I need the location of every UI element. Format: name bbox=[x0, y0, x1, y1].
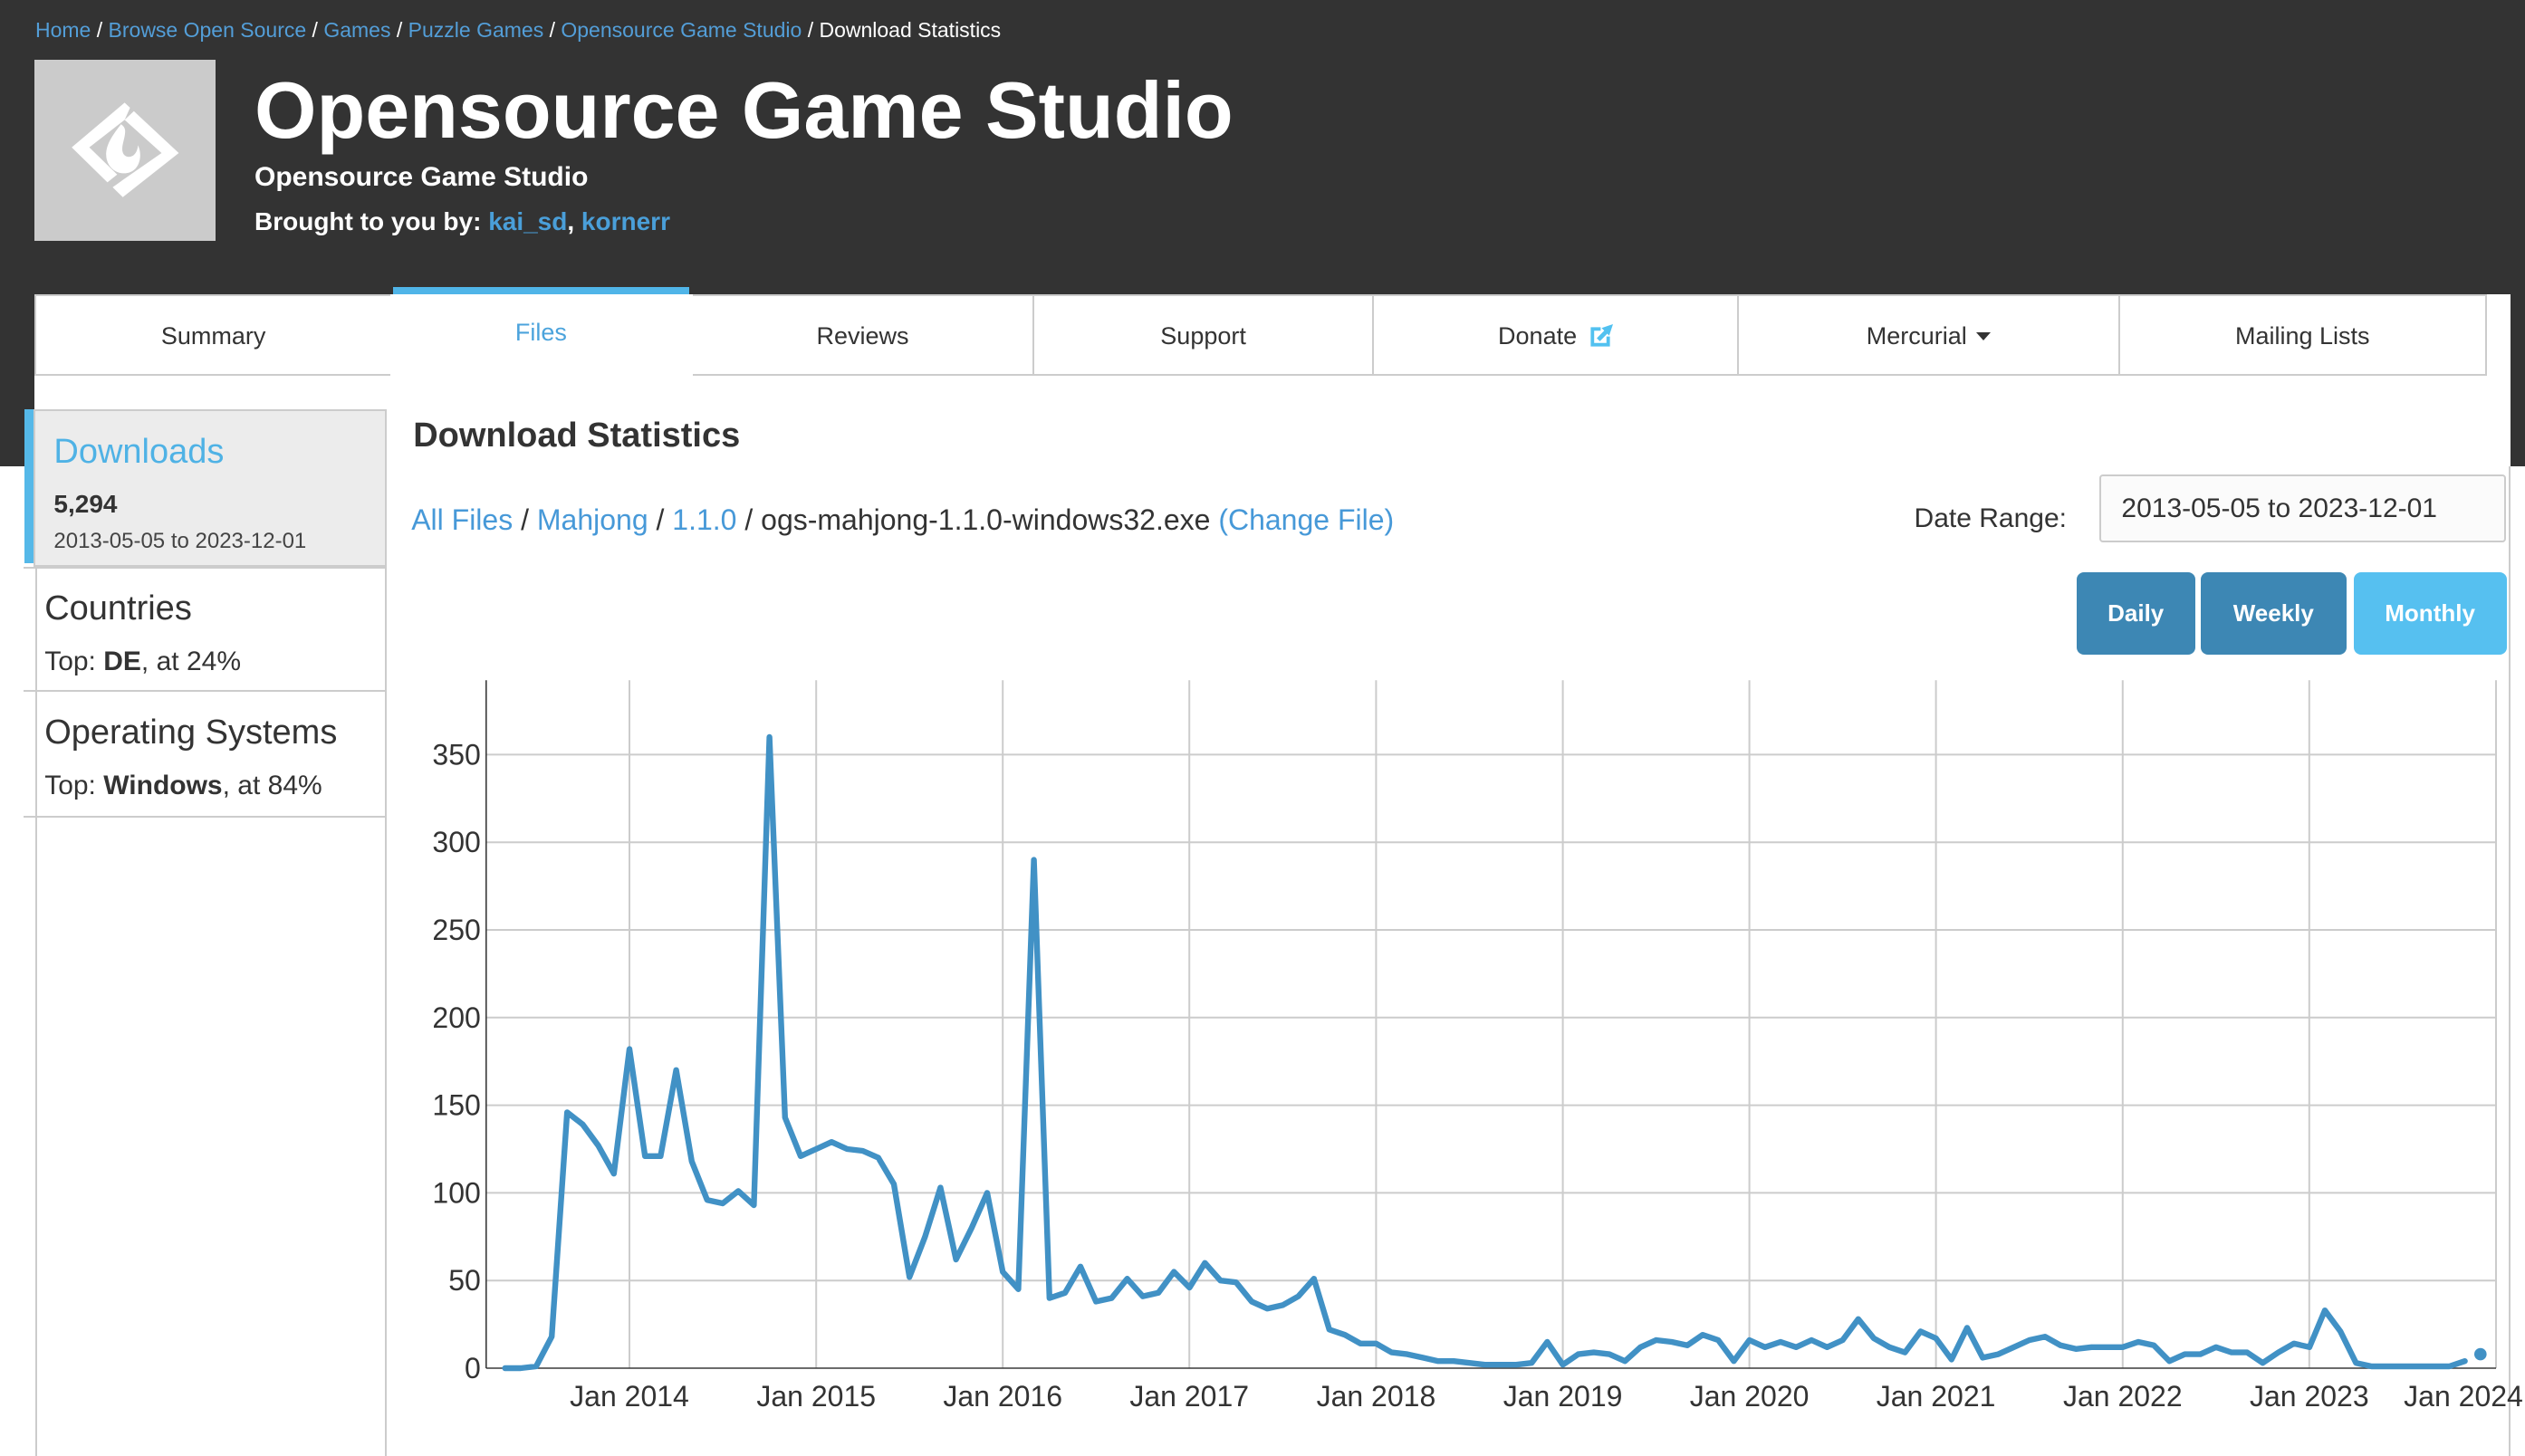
svg-text:50: 50 bbox=[448, 1264, 481, 1297]
svg-text:Jan 2018: Jan 2018 bbox=[1317, 1380, 1436, 1413]
svg-text:300: 300 bbox=[432, 826, 480, 858]
svg-text:Jan 2015: Jan 2015 bbox=[756, 1380, 876, 1413]
svg-text:Jan 2017: Jan 2017 bbox=[1129, 1380, 1249, 1413]
svg-text:Jan 2024: Jan 2024 bbox=[2404, 1380, 2523, 1413]
svg-text:200: 200 bbox=[432, 1001, 480, 1034]
svg-text:150: 150 bbox=[432, 1089, 480, 1122]
svg-text:Jan 2016: Jan 2016 bbox=[943, 1380, 1062, 1413]
svg-text:250: 250 bbox=[432, 914, 480, 946]
svg-text:Jan 2023: Jan 2023 bbox=[2250, 1380, 2369, 1413]
svg-text:0: 0 bbox=[465, 1352, 481, 1384]
svg-text:Jan 2020: Jan 2020 bbox=[1690, 1380, 1810, 1413]
svg-text:Jan 2019: Jan 2019 bbox=[1503, 1380, 1623, 1413]
svg-text:Jan 2014: Jan 2014 bbox=[570, 1380, 689, 1413]
svg-text:Jan 2021: Jan 2021 bbox=[1877, 1380, 1996, 1413]
svg-text:350: 350 bbox=[432, 738, 480, 771]
svg-text:100: 100 bbox=[432, 1176, 480, 1209]
svg-text:Jan 2022: Jan 2022 bbox=[2063, 1380, 2183, 1413]
